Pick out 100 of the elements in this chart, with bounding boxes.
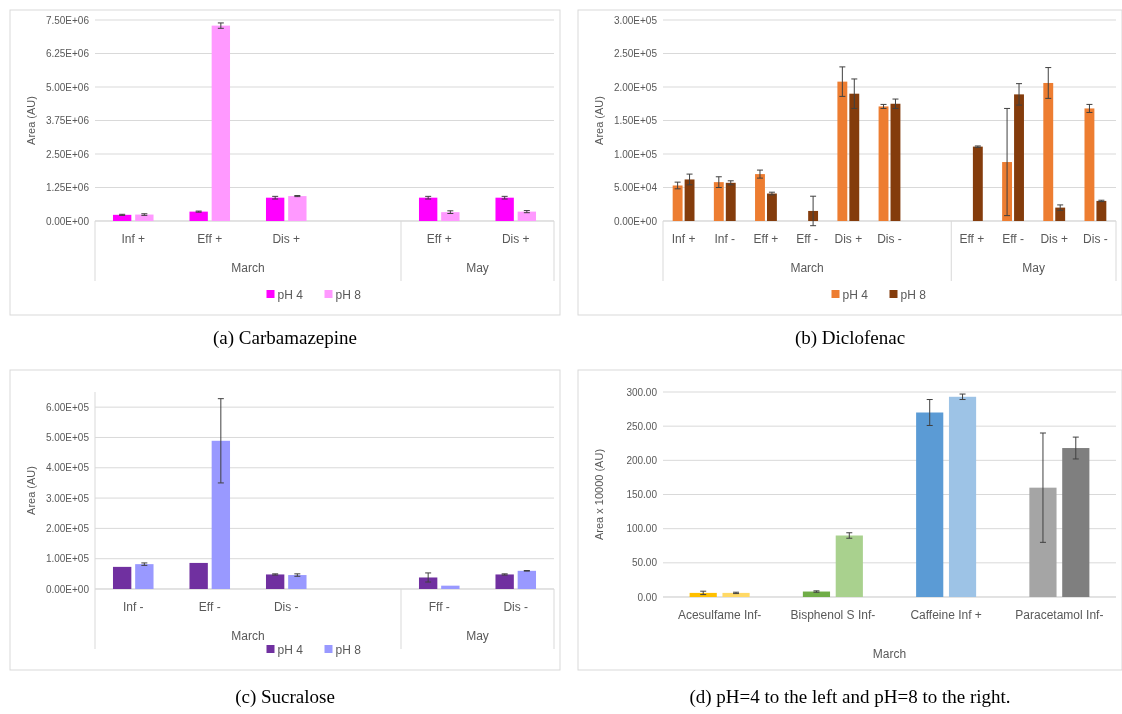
bar [441,212,460,221]
bar [211,25,231,221]
y-tick-label: 5.00E+06 [45,81,90,93]
y-tick-label: 200.00 [626,454,658,466]
y-tick-label: 100.00 [626,523,658,535]
y-tick-label: 5.00E+05 [45,431,90,443]
text: May [466,261,489,275]
bar [517,570,537,589]
bar [916,412,944,597]
y-tick-label: 3.00E+05 [45,492,90,504]
x-tick-label: Inf + [121,232,146,246]
text: (a) Carbamazepine [213,327,357,349]
y-tick-label: 0.00E+00 [613,215,658,227]
x-tick-label: Dis - [1083,232,1108,246]
x-tick-label: Dis + [272,232,301,246]
bar [288,196,307,221]
y-axis-title: Area (AU) [593,96,605,145]
x-tick-label: Paracetamol Inf- [1015,608,1104,622]
y-axis-title: Area x 10000 (AU) [593,448,605,541]
bar [722,592,750,597]
x-tick-label: Dis + [1040,232,1069,246]
bar [265,574,285,589]
y-tick-label: 2.00E+05 [613,81,658,93]
bar [849,93,860,221]
text: March [231,261,265,275]
y-tick-label: 0.00E+00 [45,583,90,595]
y-tick-label: 2.50E+05 [613,48,658,59]
x-tick-label: Eff + [426,232,452,246]
y-tick-label: 50.00 [631,557,658,569]
bar [725,182,736,221]
bar [835,535,863,597]
legend-label: pH 4 [842,288,869,303]
legend-label: pH 4 [277,288,304,303]
bar [1062,448,1090,597]
y-tick-label: 6.25E+06 [45,48,90,59]
bar [265,197,285,221]
x-tick-label: Inf - [714,232,736,246]
bar [1043,82,1054,221]
legend-label: pH 4 [277,643,304,658]
bar [672,185,683,221]
y-tick-label: 1.00E+05 [613,148,658,160]
text: March [790,261,824,275]
x-tick-label: Inf - [122,600,144,614]
y-tick-label: 7.50E+06 [45,14,90,26]
x-tick-label: Eff + [753,232,779,246]
text: May [1022,261,1045,275]
x-tick-label: Dis - [503,600,529,614]
x-tick-label: Dis + [501,232,530,246]
x-tick-label: Caffeine Inf + [910,608,982,622]
y-axis-title: Area (AU) [25,96,37,145]
bar [517,211,537,221]
bar [948,396,977,597]
x-axis-title: March [872,647,907,661]
bar [890,103,901,221]
y-tick-label: 6.00E+05 [45,401,90,413]
bar [418,577,438,589]
y-tick-label: 3.00E+05 [613,14,658,26]
y-tick-label: 1.25E+06 [45,182,90,193]
bar [878,106,889,221]
bar [684,179,695,221]
bar [1029,487,1057,597]
bar [112,214,132,221]
x-tick-label: Dis - [877,232,902,246]
bar [495,197,514,221]
bar [418,197,438,221]
text: (d) pH=4 to the left and pH=8 to the right. [689,686,1011,708]
y-tick-label: 0.00 [637,591,658,603]
y-tick-label: 0.00E+00 [45,215,90,227]
bar [1014,94,1024,221]
y-tick-label: 1.50E+05 [613,115,658,126]
x-tick-label: Eff - [198,600,221,614]
bar [135,564,154,589]
x-tick-label: Bisphenol S Inf- [790,608,876,622]
x-tick-label: Eff - [796,232,819,246]
x-tick-label: Dis - [273,600,299,614]
bar [689,592,717,597]
x-tick-label: Eff + [197,232,223,246]
y-tick-label: 4.00E+05 [45,462,90,474]
x-tick-label: Eff + [959,232,985,246]
bar [189,211,208,221]
bar [1084,108,1095,221]
bar [112,566,132,589]
y-tick-label: 1.00E+05 [45,553,90,565]
bar [495,574,514,589]
text: March [231,629,265,643]
legend-label: pH 8 [335,643,362,658]
bar [135,214,154,221]
text: (b) Diclofenac [794,327,906,349]
y-tick-label: 150.00 [626,489,658,500]
bar [766,193,777,221]
legend-label: pH 8 [335,288,362,303]
y-tick-label: 250.00 [626,420,658,432]
bar [1096,200,1107,221]
bar [755,174,765,221]
bar [211,440,231,589]
bar [441,585,460,589]
bar [972,146,983,221]
bar [802,591,831,597]
x-tick-label: Fff - [428,600,450,614]
x-tick-label: Acesulfame Inf- [677,608,762,622]
